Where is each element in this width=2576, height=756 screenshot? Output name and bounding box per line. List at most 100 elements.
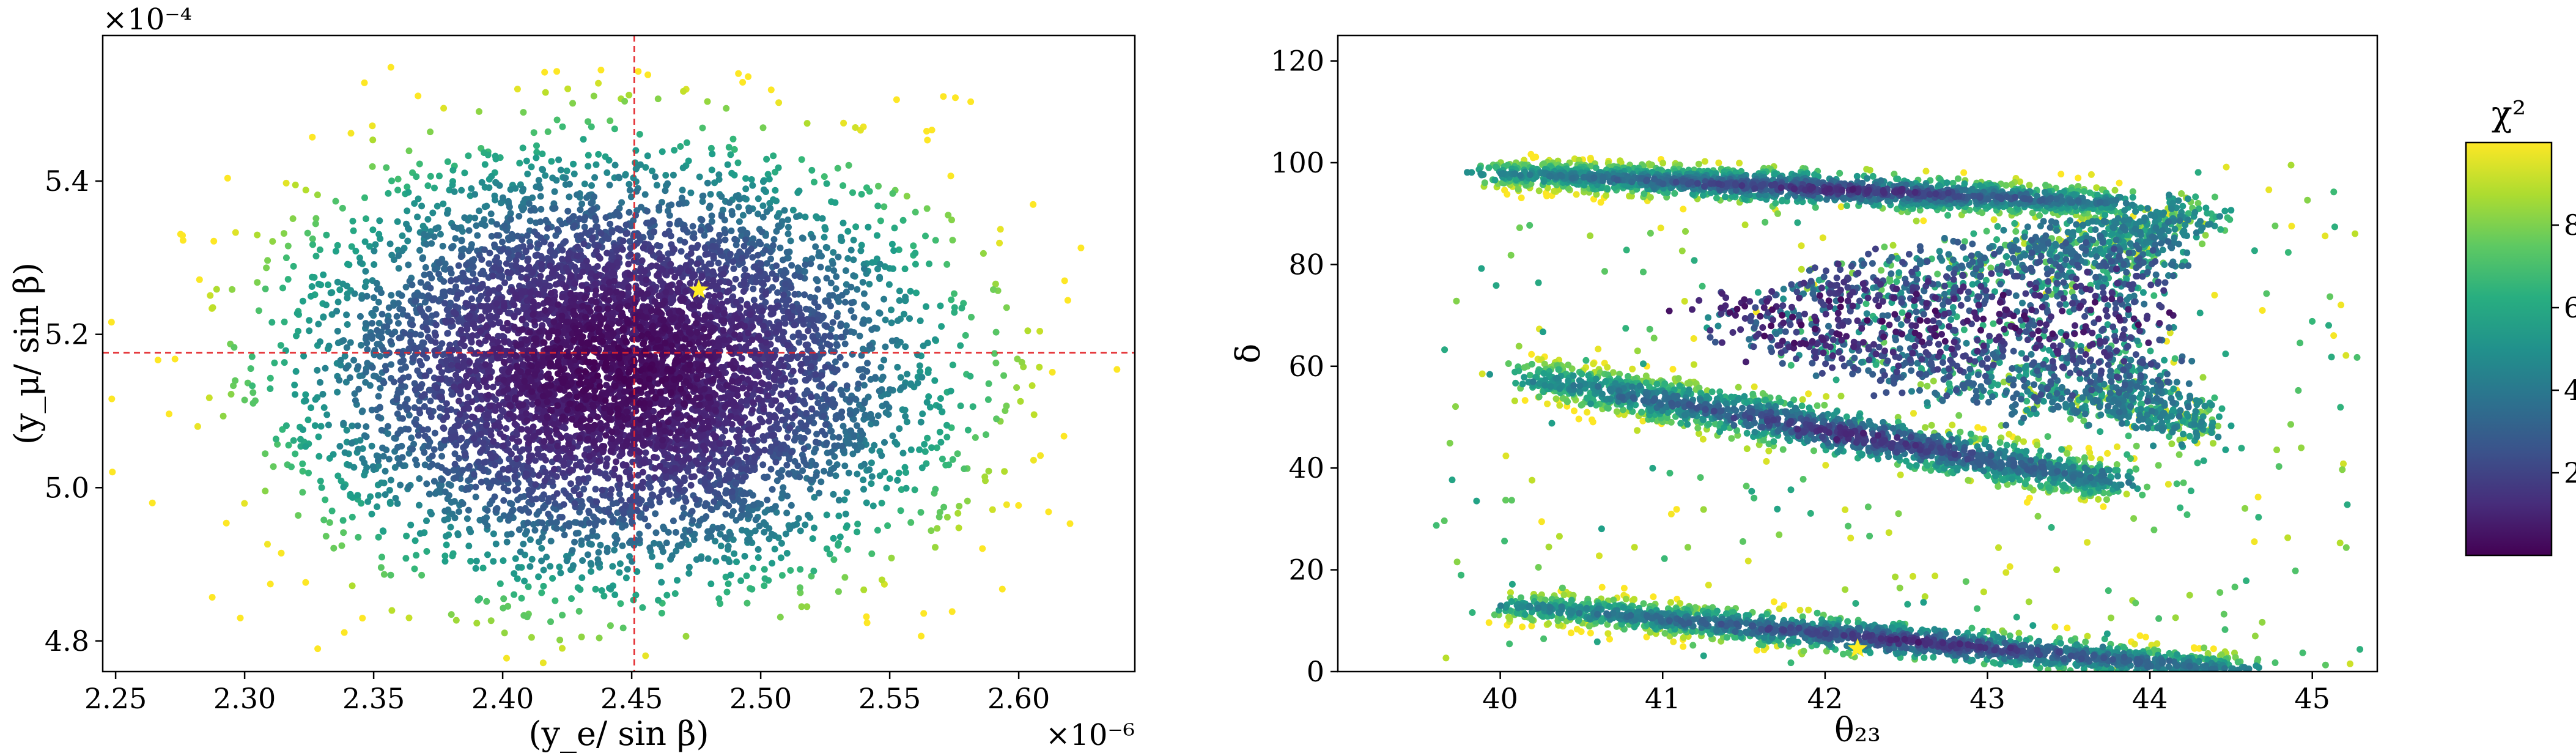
left-scatter-point <box>829 319 836 326</box>
left-scatter-point <box>613 247 621 254</box>
left-scatter-point <box>914 379 921 387</box>
left-scatter-point <box>685 563 693 571</box>
left-scatter-point <box>658 544 665 551</box>
left-scatter-point <box>750 285 757 292</box>
left-scatter-point <box>868 326 876 333</box>
left-scatter-point <box>891 439 899 446</box>
left-scatter-point <box>814 311 822 319</box>
left-scatter-point <box>1030 411 1038 418</box>
left-scatter-point <box>693 501 701 508</box>
left-scatter-point <box>764 392 772 399</box>
left-scatter-point <box>434 202 441 210</box>
left-scatter-point <box>473 620 481 627</box>
left-scatter-point <box>312 220 319 228</box>
left-scatter-point <box>599 486 606 494</box>
left-scatter-point <box>682 498 690 505</box>
left-scatter-point <box>553 490 561 497</box>
left-scatter-point <box>632 591 640 599</box>
left-scatter-point <box>419 426 426 434</box>
left-scatter-point <box>274 440 281 448</box>
left-scatter-point <box>830 249 837 256</box>
left-scatter-point <box>904 371 910 378</box>
left-scatter-point <box>398 382 405 389</box>
left-scatter-point <box>458 187 465 194</box>
left-scatter-point <box>733 449 740 456</box>
left-scatter-point <box>523 613 531 621</box>
left-scatter-point <box>411 200 418 207</box>
left-scatter-point <box>578 498 585 505</box>
left-scatter-point <box>341 629 348 636</box>
left-scatter-point <box>618 199 626 206</box>
left-scatter-point <box>725 144 733 151</box>
left-scatter-point <box>838 442 846 450</box>
left-scatter-point <box>394 430 402 437</box>
left-scatter-point <box>580 240 588 248</box>
left-scatter-point <box>462 442 469 450</box>
left-scatter-point <box>411 537 419 544</box>
left-scatter-point <box>386 240 394 248</box>
left-scatter-point <box>478 478 485 486</box>
left-scatter-point <box>690 20 697 27</box>
left-scatter-point <box>733 434 740 440</box>
left-scatter-point <box>799 467 806 475</box>
left-scatter-point <box>683 139 690 146</box>
left-scatter-point <box>881 439 888 446</box>
left-scatter-point <box>315 433 322 440</box>
left-scatter-point <box>957 342 964 349</box>
left-scatter-point <box>562 174 569 182</box>
left-scatter-point <box>992 359 1000 366</box>
left-scatter-point <box>811 337 818 344</box>
left-scatter-point <box>881 469 888 476</box>
left-scatter-point <box>485 313 492 321</box>
left-scatter-point <box>375 393 382 400</box>
left-scatter-point <box>416 502 423 509</box>
left-scatter-point <box>314 191 321 199</box>
left-scatter-point <box>445 330 451 337</box>
left-scatter-point <box>609 563 616 570</box>
left-scatter-point <box>759 322 767 330</box>
left-scatter-point <box>641 268 648 275</box>
left-scatter-point <box>760 406 767 413</box>
left-scatter-point <box>984 396 992 403</box>
left-scatter-point <box>718 193 725 200</box>
left-scatter-point <box>378 479 385 486</box>
left-scatter-point <box>540 566 547 574</box>
left-scatter-point <box>449 181 456 188</box>
left-scatter-point <box>575 607 583 615</box>
left-scatter-point <box>878 452 885 459</box>
left-scatter-point <box>911 486 918 494</box>
left-scatter-point <box>408 316 415 324</box>
left-scatter-point <box>672 528 679 536</box>
left-scatter-point <box>756 448 763 455</box>
left-scatter-point <box>855 401 863 409</box>
left-scatter-point <box>267 374 274 382</box>
left-scatter-point <box>726 250 734 258</box>
left-scatter-point <box>504 467 512 474</box>
left-scatter-point <box>799 234 806 242</box>
left-scatter-point <box>490 477 497 484</box>
left-scatter-point <box>524 519 531 527</box>
left-scatter-point <box>836 354 844 361</box>
left-scatter-point <box>786 395 794 402</box>
left-scatter-point <box>458 237 465 245</box>
left-scatter-point <box>737 577 745 584</box>
left-scatter-point <box>312 215 320 222</box>
left-scatter-point <box>773 440 780 447</box>
left-scatter-point <box>981 473 989 481</box>
left-scatter-point <box>571 538 578 546</box>
left-scatter-point <box>363 215 369 223</box>
left-scatter-point <box>736 218 743 225</box>
left-scatter-point <box>841 462 849 470</box>
left-scatter-point <box>580 136 587 143</box>
left-scatter-point <box>788 262 795 269</box>
left-scatter-point <box>355 445 362 453</box>
left-scatter-point <box>254 231 261 239</box>
left-scatter-point <box>376 353 383 360</box>
left-scatter-point <box>956 503 963 510</box>
left-scatter-point <box>917 418 924 426</box>
left-scatter-point <box>943 514 951 521</box>
left-scatter-point <box>664 180 671 187</box>
left-scatter-point <box>456 454 463 462</box>
left-scatter-point <box>945 461 953 469</box>
left-scatter-point <box>640 459 648 467</box>
